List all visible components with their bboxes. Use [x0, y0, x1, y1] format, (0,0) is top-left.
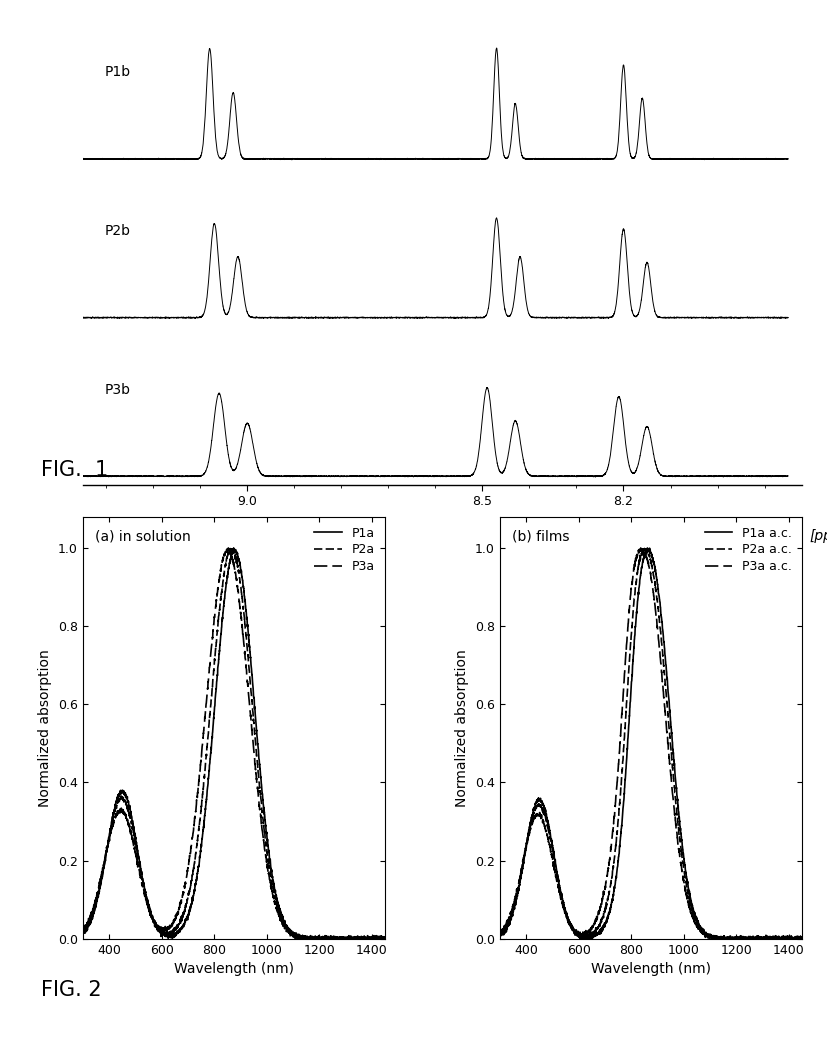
P2a a.c. [734, 930, 743, 943]
P2a [225, 542, 235, 555]
P1a [316, 932, 326, 945]
Text: P3b: P3b [104, 383, 131, 396]
Line: P3a: P3a [83, 548, 385, 939]
P2a [294, 932, 304, 945]
Legend: P1a, P2a, P3a: P1a, P2a, P3a [311, 523, 379, 577]
Text: FIG. 2: FIG. 2 [41, 980, 102, 1000]
P2a a.c. [789, 931, 799, 944]
P1a a.c. [576, 932, 586, 945]
P2a a.c. [797, 932, 807, 945]
P2a [380, 931, 390, 944]
P2a [227, 541, 237, 554]
Line: P3a a.c.: P3a a.c. [500, 548, 802, 939]
Text: (b) films: (b) films [512, 530, 570, 543]
P1a a.c. [495, 929, 504, 942]
P2a [371, 932, 381, 945]
Line: P1a: P1a [83, 548, 385, 939]
P3a [316, 932, 326, 945]
P2a [371, 932, 381, 945]
P3a a.c. [510, 892, 520, 904]
P1a [371, 932, 381, 945]
P3a a.c. [789, 932, 799, 945]
X-axis label: Wavelength (nm): Wavelength (nm) [174, 962, 294, 976]
P3a a.c. [707, 932, 717, 945]
P1a a.c. [797, 931, 807, 944]
P2a [93, 886, 103, 898]
P3a [380, 932, 390, 945]
Text: P1b: P1b [104, 66, 131, 79]
P3a a.c. [789, 932, 799, 945]
P2a a.c. [495, 927, 504, 940]
P1a a.c. [789, 932, 799, 945]
P3a a.c. [734, 932, 743, 945]
P1a a.c. [643, 541, 653, 554]
P3a a.c. [637, 541, 647, 554]
P3a [371, 931, 381, 944]
P1a [371, 929, 381, 942]
P1a a.c. [789, 932, 799, 945]
P2a a.c. [510, 894, 520, 906]
Text: [ppm]: [ppm] [810, 529, 827, 543]
P1a [78, 928, 88, 941]
P2a a.c. [640, 541, 650, 554]
P2a a.c. [642, 547, 652, 559]
P2a a.c. [708, 932, 718, 945]
P1a [295, 932, 305, 945]
P2a [316, 932, 326, 945]
P2a a.c. [789, 932, 799, 945]
P3a a.c. [797, 932, 807, 945]
Line: P2a a.c.: P2a a.c. [500, 548, 802, 939]
P1a a.c. [734, 932, 743, 945]
P2a a.c. [634, 558, 644, 571]
P1a a.c. [510, 897, 520, 909]
Text: (a) in solution: (a) in solution [95, 530, 190, 543]
Line: P1a a.c.: P1a a.c. [500, 548, 802, 939]
P1a [217, 621, 227, 633]
P1a [380, 930, 390, 943]
Y-axis label: Normalized absorption: Normalized absorption [38, 649, 52, 806]
P3a [217, 558, 227, 571]
P3a [371, 929, 381, 942]
Line: P2a: P2a [83, 548, 385, 939]
P3a a.c. [642, 553, 652, 565]
P3a [78, 924, 88, 937]
P3a a.c. [634, 543, 644, 556]
P3a [290, 932, 300, 945]
P1a [93, 890, 103, 902]
X-axis label: Wavelength (nm): Wavelength (nm) [591, 962, 711, 976]
P1a a.c. [634, 582, 644, 595]
P3a [93, 883, 103, 896]
Legend: P1a a.c., P2a a.c., P3a a.c.: P1a a.c., P2a a.c., P3a a.c. [701, 523, 796, 577]
P3a a.c. [495, 928, 504, 941]
Text: P2b: P2b [104, 224, 131, 238]
Text: FIG.  1: FIG. 1 [41, 460, 108, 480]
P3a [225, 544, 235, 557]
P1a [228, 541, 238, 554]
P1a [225, 557, 235, 569]
P2a [217, 585, 227, 598]
Y-axis label: Normalized absorption: Normalized absorption [456, 649, 470, 806]
P3a [223, 541, 233, 554]
P1a a.c. [642, 544, 652, 557]
P2a [78, 926, 88, 939]
